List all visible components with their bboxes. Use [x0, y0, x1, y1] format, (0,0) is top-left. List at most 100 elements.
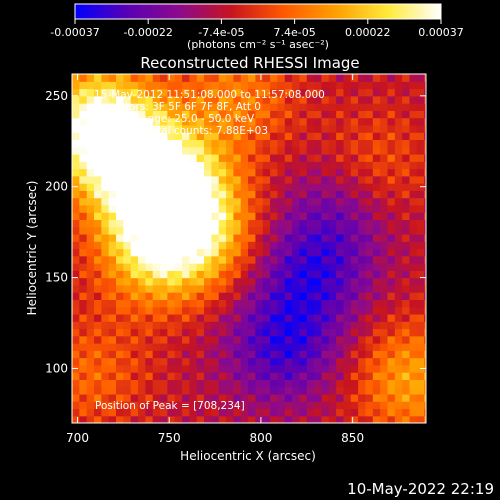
- heatmap-cell: [94, 110, 102, 119]
- heatmap-cell: [409, 212, 418, 221]
- heatmap-cell: [145, 386, 154, 395]
- heatmap-cell: [108, 146, 117, 155]
- heatmap-cell: [336, 299, 345, 308]
- heatmap-cell: [394, 146, 403, 155]
- heatmap-cell: [306, 263, 315, 271]
- heatmap-cell: [284, 219, 293, 228]
- heatmap-cell: [387, 299, 396, 308]
- heatmap-cell: [416, 408, 425, 417]
- heatmap-cell: [189, 88, 198, 97]
- heatmap-cell: [314, 277, 323, 286]
- heatmap-cell: [226, 124, 235, 133]
- heatmap-cell: [292, 372, 301, 380]
- heatmap-cell: [218, 277, 227, 286]
- heatmap-cell: [72, 379, 80, 388]
- heatmap-cell: [270, 401, 279, 410]
- heatmap-cell: [86, 110, 95, 119]
- heatmap-cell: [145, 270, 154, 279]
- heatmap-cell: [299, 183, 308, 191]
- heatmap-cell: [174, 321, 183, 330]
- heatmap-cell: [138, 350, 146, 359]
- heatmap-cell: [233, 379, 242, 388]
- heatmap-cell: [343, 110, 352, 119]
- heatmap-cell: [182, 204, 190, 213]
- heatmap-cell: [145, 306, 154, 315]
- heatmap-cell: [321, 364, 330, 373]
- heatmap-cell: [336, 146, 345, 155]
- heatmap-cell: [365, 241, 374, 250]
- heatmap-cell: [262, 124, 271, 133]
- heatmap-cell: [358, 343, 367, 351]
- heatmap-cell: [314, 74, 323, 82]
- heatmap-cell: [394, 284, 403, 293]
- heatmap-cell: [277, 364, 286, 373]
- heatmap-cell: [380, 161, 389, 170]
- heatmap-cell: [409, 379, 418, 388]
- heatmap-cell: [233, 292, 242, 300]
- heatmap-cell: [101, 248, 110, 257]
- heatmap-cell: [152, 299, 161, 308]
- heatmap-cell: [372, 277, 381, 286]
- heatmap-cell: [204, 313, 212, 322]
- heatmap-cell: [350, 117, 359, 126]
- heatmap-cell: [86, 117, 95, 126]
- heatmap-cell: [123, 364, 132, 373]
- heatmap-cell: [226, 204, 235, 213]
- heatmap-cell: [196, 328, 205, 337]
- heatmap-cell: [416, 313, 425, 322]
- heatmap-cell: [160, 88, 168, 97]
- heatmap-cell: [211, 313, 220, 322]
- heatmap-cell: [314, 270, 323, 279]
- heatmap-cell: [116, 81, 124, 90]
- heatmap-cell: [130, 277, 139, 286]
- heatmap-cell: [138, 277, 146, 286]
- heatmap-cell: [255, 372, 264, 380]
- heatmap-cell: [248, 306, 257, 315]
- heatmap-cell: [160, 226, 168, 235]
- heatmap-cell: [204, 233, 212, 242]
- heatmap-cell: [182, 299, 190, 308]
- heatmap-cell: [255, 233, 264, 242]
- heatmap-cell: [299, 103, 308, 111]
- heatmap-cell: [372, 393, 381, 402]
- heatmap-cell: [343, 364, 352, 373]
- heatmap-cell: [416, 197, 425, 206]
- heatmap-cell: [211, 146, 220, 155]
- heatmap-cell: [321, 88, 330, 97]
- heatmap-cell: [358, 146, 367, 155]
- heatmap-cell: [328, 190, 337, 199]
- heatmap-cell: [292, 364, 301, 373]
- heatmap-cell: [167, 386, 176, 395]
- heatmap-cell: [101, 88, 110, 97]
- chart-title: Reconstructed RHESSI Image: [140, 54, 359, 72]
- heatmap-cell: [72, 74, 80, 82]
- heatmap-cell: [130, 350, 139, 359]
- heatmap-cell: [328, 299, 337, 308]
- heatmap-cell: [387, 393, 396, 402]
- heatmap-cell: [284, 255, 293, 264]
- heatmap-cell: [79, 183, 88, 191]
- heatmap-cell: [277, 110, 286, 119]
- heatmap-cell: [255, 153, 264, 162]
- heatmap-cell: [204, 248, 212, 257]
- heatmap-cell: [189, 357, 198, 366]
- heatmap-cell: [116, 255, 124, 264]
- heatmap-cell: [79, 292, 88, 300]
- heatmap-cell: [416, 146, 425, 155]
- heatmap-cell: [218, 328, 227, 337]
- heatmap-cell: [218, 175, 227, 184]
- heatmap-cell: [130, 313, 139, 322]
- heatmap-cell: [284, 364, 293, 373]
- heatmap-cell: [416, 379, 425, 388]
- heatmap-cell: [240, 219, 249, 228]
- heatmap-cell: [145, 117, 154, 126]
- heatmap-cell: [226, 321, 235, 330]
- heatmap-cell: [343, 379, 352, 388]
- heatmap-cell: [372, 153, 381, 162]
- heatmap-cell: [365, 110, 374, 119]
- heatmap-cell: [145, 284, 154, 293]
- heatmap-cell: [255, 183, 264, 191]
- heatmap-cell: [226, 146, 235, 155]
- heatmap-cell: [218, 321, 227, 330]
- heatmap-cell: [138, 393, 146, 402]
